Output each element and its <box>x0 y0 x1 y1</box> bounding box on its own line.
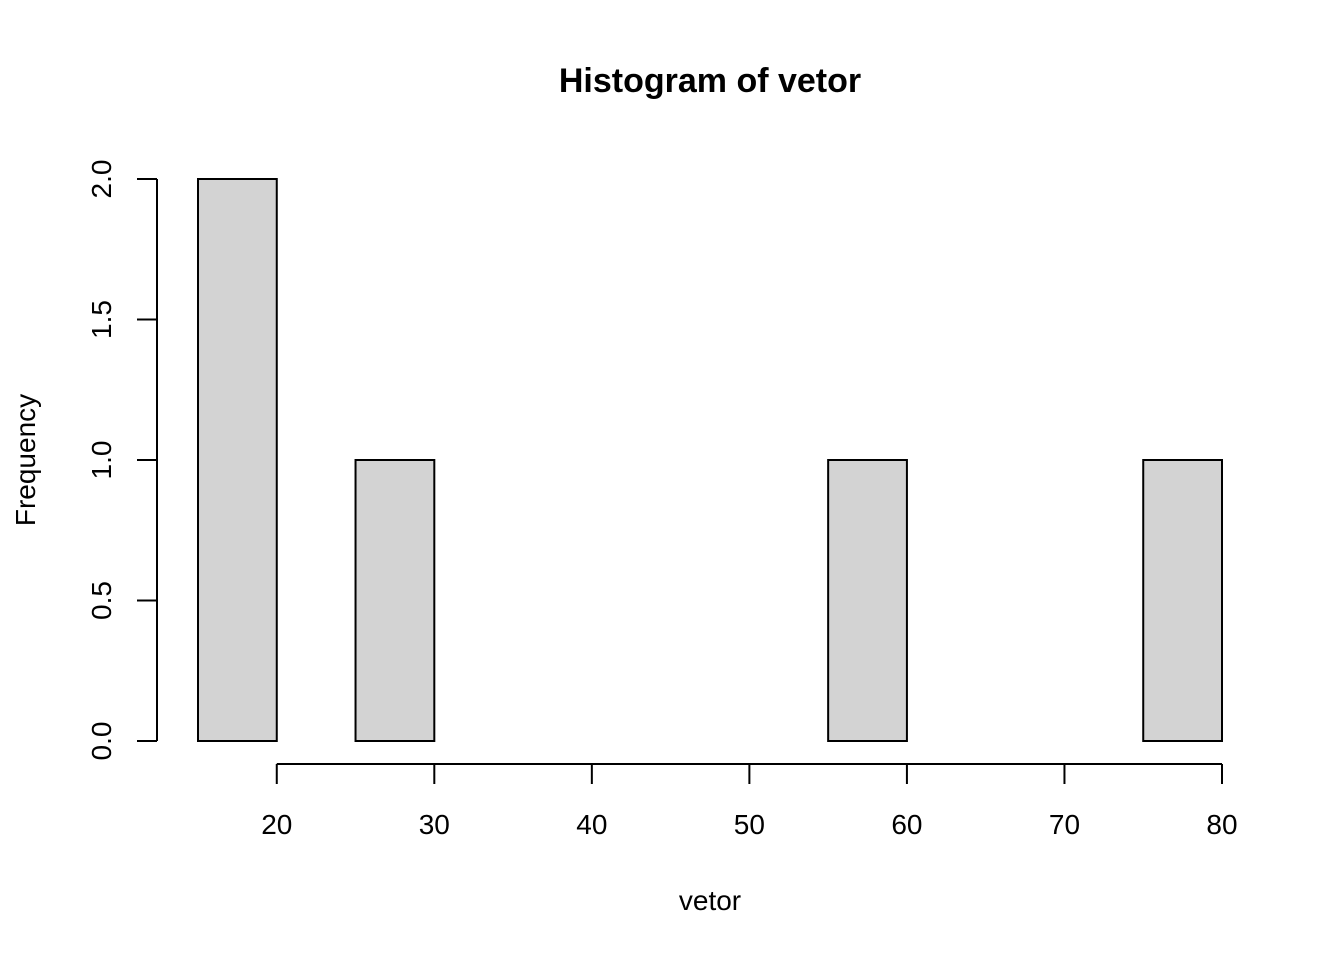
x-axis-label: vetor <box>679 885 741 916</box>
x-tick-label-0: 20 <box>261 809 292 840</box>
x-tick-label-4: 60 <box>891 809 922 840</box>
y-tick-label-3: 1.5 <box>86 300 117 339</box>
y-tick-label-4: 2.0 <box>86 160 117 199</box>
x-tick-label-1: 30 <box>419 809 450 840</box>
histogram-bar-8 <box>827 459 908 742</box>
y-tick-label-0: 0.0 <box>86 722 117 761</box>
histogram-bar-2 <box>354 459 436 742</box>
x-axis: 20 30 40 50 60 70 80 <box>261 763 1238 840</box>
x-tick-label-3: 50 <box>734 809 765 840</box>
bars-group <box>197 178 1223 742</box>
histogram-bar-0 <box>197 178 278 742</box>
y-axis-label: Frequency <box>10 394 41 526</box>
x-tick-label-5: 70 <box>1049 809 1080 840</box>
x-tick-label-2: 40 <box>576 809 607 840</box>
histogram-bar-12 <box>1142 459 1223 742</box>
chart-title: Histogram of vetor <box>559 62 861 100</box>
y-tick-label-2: 1.0 <box>86 441 117 480</box>
y-axis: 0.0 0.5 1.0 1.5 2.0 <box>86 160 158 761</box>
y-tick-label-1: 0.5 <box>86 581 117 620</box>
x-tick-label-6: 80 <box>1206 809 1237 840</box>
